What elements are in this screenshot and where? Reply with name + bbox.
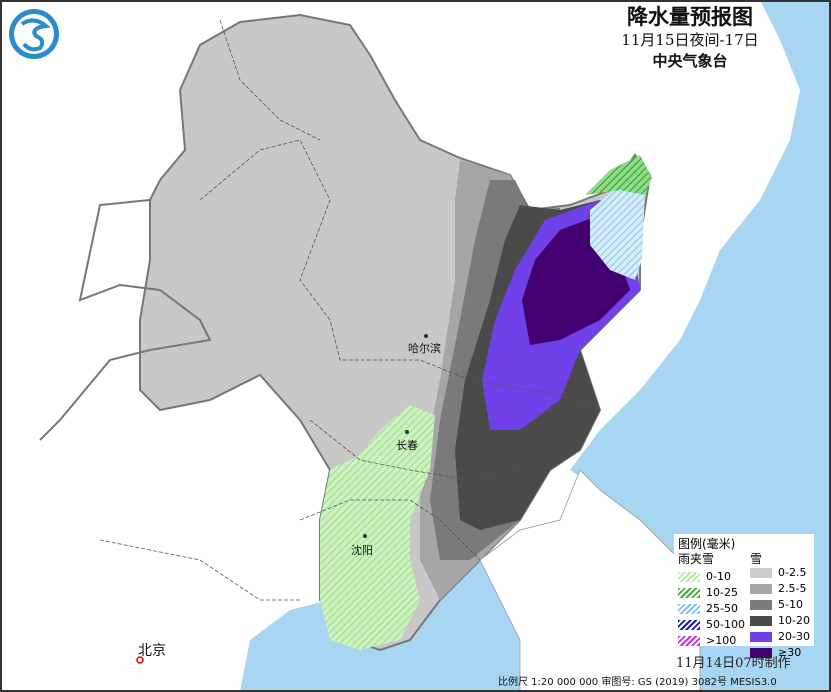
title-block: 降水量预报图 11月15日夜间-17日 中央气象台 [600,4,780,72]
city-dot-changchun [405,430,409,434]
legend-label: 0-10 [706,570,731,583]
city-label-shenyang: 沈阳 [351,544,373,557]
legend-label: ≥30 [778,646,802,659]
legend-swatch [750,615,772,626]
city-dot-beijing [136,656,144,664]
legend-swatch [678,603,700,614]
region-sleet-25-50 [590,185,645,280]
forecast-period: 11月15日夜间-17日 [621,31,759,49]
legend-title: 图例(毫米) [678,537,736,551]
legend-swatch [678,571,700,582]
legend-item-snow: ≥30 [750,646,801,659]
legend-item-sleet: 10-25 [678,586,738,599]
legend-item-sleet: 25-50 [678,602,738,615]
legend-swatch [678,619,700,630]
legend-swatch [750,583,772,594]
legend: 图例(毫米) 雨夹雪 雪 0-10 10-25 25-50 50-100 >100 0-… [674,534,814,659]
region-sleet-0-10 [320,405,435,650]
legend-swatch [678,635,700,646]
cma-logo [9,9,59,59]
legend-sleet-header: 雨夹雪 [678,552,715,566]
legend-label: 0-2.5 [778,566,807,579]
map-title: 降水量预报图 [627,4,753,29]
city-label-beijing: 北京 [138,643,166,659]
made-time: 11月14日07时制作 [676,656,791,671]
agency-name: 中央气象台 [652,52,728,70]
sea-east [570,0,831,692]
legend-item-sleet: >100 [678,634,736,647]
legend-swatch [678,587,700,598]
city-dot-shenyang [363,534,367,538]
legend-label: 20-30 [778,630,810,643]
legend-swatch [750,567,772,578]
legend-label: 10-25 [706,586,738,599]
legend-swatch [750,631,772,642]
province-borders [99,19,601,601]
legend-label: 25-50 [706,602,738,615]
national-border-west [39,199,212,441]
legend-item-sleet: 0-10 [678,570,731,583]
legend-item-snow: 0-2.5 [750,566,806,579]
legend-item-snow: 5-10 [750,598,803,611]
legend-label: 2.5-5 [778,582,807,595]
city-label-changchun: 长春 [396,439,418,452]
legend-label: 5-10 [778,598,803,611]
legend-item-snow: 20-30 [750,630,810,643]
footer-scale-approval: 比例尺 1:20 000 000 审图号: GS (2019) 3082号 ME… [498,677,777,688]
legend-label: 50-100 [706,618,745,631]
legend-label: 10-20 [778,614,810,627]
legend-label: >100 [706,634,737,647]
legend-item-sleet: 50-100 [678,618,745,631]
city-dot-harbin [424,334,428,338]
legend-swatch [750,647,772,658]
legend-swatch [750,599,772,610]
legend-item-snow: 10-20 [750,614,810,627]
region-sleet-10-25 [585,155,652,195]
legend-item-snow: 2.5-5 [750,582,806,595]
city-label-harbin: 哈尔滨 [408,342,441,355]
legend-snow-header: 雪 [750,552,763,566]
